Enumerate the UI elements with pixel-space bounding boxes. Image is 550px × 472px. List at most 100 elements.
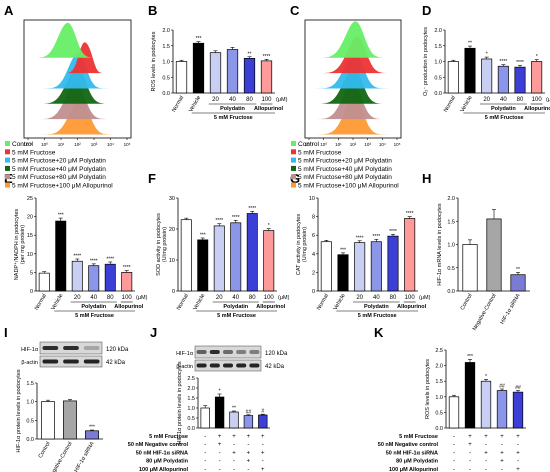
chart-e: 0 5 10 15 20 25 NADP⁺/NADPH in podocytes (per m… (13, 196, 148, 319)
y-tick-label: 1.0 (435, 395, 443, 401)
treatment-sign: - (247, 467, 249, 472)
significance-label: *** (196, 36, 202, 42)
unit-label: (μM) (546, 97, 550, 103)
x-category-label: HIF-1α siRNA (74, 441, 96, 472)
dose-label: 80 (249, 295, 256, 301)
treatment-sign: + (261, 467, 265, 472)
treatment-sign: - (501, 442, 503, 448)
bar (370, 241, 382, 292)
bar (263, 230, 275, 292)
blot-label-hif: HIF-1α (176, 351, 194, 357)
treatment-sign: - (204, 442, 206, 448)
treatment-sign: - (453, 434, 455, 440)
legend-swatch (5, 149, 10, 155)
significance-label: **** (263, 54, 271, 60)
bar (464, 47, 476, 94)
treatment-sign: + (247, 459, 251, 465)
dose-label: 20 (212, 97, 219, 103)
treatment-sign: - (485, 442, 487, 448)
blot-label-actin: β-actin (21, 360, 38, 366)
treatment-sign: - (485, 467, 487, 472)
treatment-sign: + (500, 450, 504, 456)
polydatin-label: Polydatin (220, 106, 245, 112)
significance-label: *** (340, 247, 346, 253)
treatment-sign: - (517, 442, 519, 448)
significance-label: **** (248, 206, 256, 212)
chart-d: 0.0 0.5 1.0 1.5 2.0 O₂⁻ production in podocyt… (423, 27, 550, 121)
dose-label: 20 (483, 97, 490, 103)
y-tick-label: 0 (172, 289, 175, 295)
y-tick-label: 2 (312, 270, 315, 276)
y-tick-label: 30 (169, 196, 175, 202)
dose-label: 40 (232, 295, 239, 301)
y-tick-label: 1.5 (434, 44, 442, 50)
x-category-label: Normal (443, 95, 457, 113)
y-tick-label: 1.5 (26, 381, 34, 387)
y-tick-label: 10 (27, 252, 33, 258)
y-tick-label: 0.0 (447, 289, 455, 295)
bar (243, 57, 256, 94)
treatment-sign: - (453, 450, 455, 456)
legend-swatch (291, 149, 296, 155)
bar (38, 272, 50, 292)
treatment-sign: - (233, 467, 235, 472)
treatment-sign: - (501, 467, 503, 472)
legend-label: 5 mM Fructose+100 μM Allopurinol (298, 183, 399, 190)
treatment-row-label: 50 nM Negative control (128, 442, 189, 448)
treatment-row-label: 5 mM Fructose (399, 434, 438, 440)
significance-label: **** (215, 218, 223, 224)
significance-label: *** (200, 232, 206, 238)
legend-label: 5 mM Fructose+80 μM Polydatin (298, 174, 392, 181)
treatment-sign: - (485, 459, 487, 465)
treatment-sign: - (262, 442, 264, 448)
significance-label: **** (90, 258, 98, 264)
significance-label: **** (356, 235, 364, 241)
y-tick-label: 10 (309, 196, 315, 202)
legend-swatch (5, 174, 10, 180)
legend-swatch (5, 165, 10, 171)
fructose-label: 5 mM Fructose (217, 313, 256, 319)
treatment-sign: + (261, 434, 265, 440)
significance-label: # (261, 409, 264, 415)
y-axis-label-unit: (U/mg protein) (302, 227, 308, 262)
treatment-row-label: 50 nM HIF-1α siRNA (136, 450, 188, 456)
blot-size-120: 120 kDa (265, 351, 288, 357)
y-tick-label: 1.5 (447, 219, 455, 225)
legend-swatch (291, 157, 296, 163)
histogram-tick-label: 10³ (364, 142, 371, 147)
x-category-label: Vehicle (333, 293, 347, 311)
histogram-tick-label: 10¹ (58, 142, 65, 147)
bar (243, 415, 254, 429)
treatment-row-label: 80 μM Polydatin (396, 459, 439, 465)
allopurinol-label: Allopurinol (397, 304, 426, 310)
y-axis-label: ROS levels in podocytes (425, 359, 431, 419)
blot-band-actin (209, 363, 220, 368)
dose-label: 40 (90, 295, 97, 301)
significance-label: * (486, 52, 488, 58)
bar (497, 65, 509, 94)
y-axis-label: NADP⁺/NADPH in podocytes (13, 209, 20, 281)
western-blot-j: HIF-1α β-actin 120 kDa 42 kDa (176, 345, 288, 372)
legend-swatch (5, 182, 10, 188)
allopurinol-label: Allopurinol (114, 304, 143, 310)
treatment-sign: - (247, 442, 249, 448)
western-blot-i: HIF-1α β-actin 120 kDa 42 kDa (21, 341, 129, 368)
y-axis-label: O₂⁻ production in podocytes (423, 27, 429, 96)
significance-label: ** (232, 406, 236, 412)
treatment-sign: - (204, 434, 206, 440)
x-category-label: Vehicle (50, 293, 64, 311)
bar (480, 380, 492, 429)
treatment-sign: - (219, 467, 221, 472)
significance-label: * (268, 223, 270, 229)
blot-size-42: 42 kDa (106, 360, 126, 366)
y-tick-label: 6 (312, 233, 315, 239)
y-tick-label: 8 (312, 215, 315, 221)
bar (447, 61, 459, 94)
treatment-sign: + (247, 450, 251, 456)
significance-label: **** (232, 215, 240, 221)
treatment-sign: + (232, 434, 236, 440)
significance-label: * (219, 389, 221, 395)
polydatin-label: Polydatin (81, 304, 106, 310)
significance-label: **** (73, 254, 81, 260)
bar (229, 411, 239, 429)
